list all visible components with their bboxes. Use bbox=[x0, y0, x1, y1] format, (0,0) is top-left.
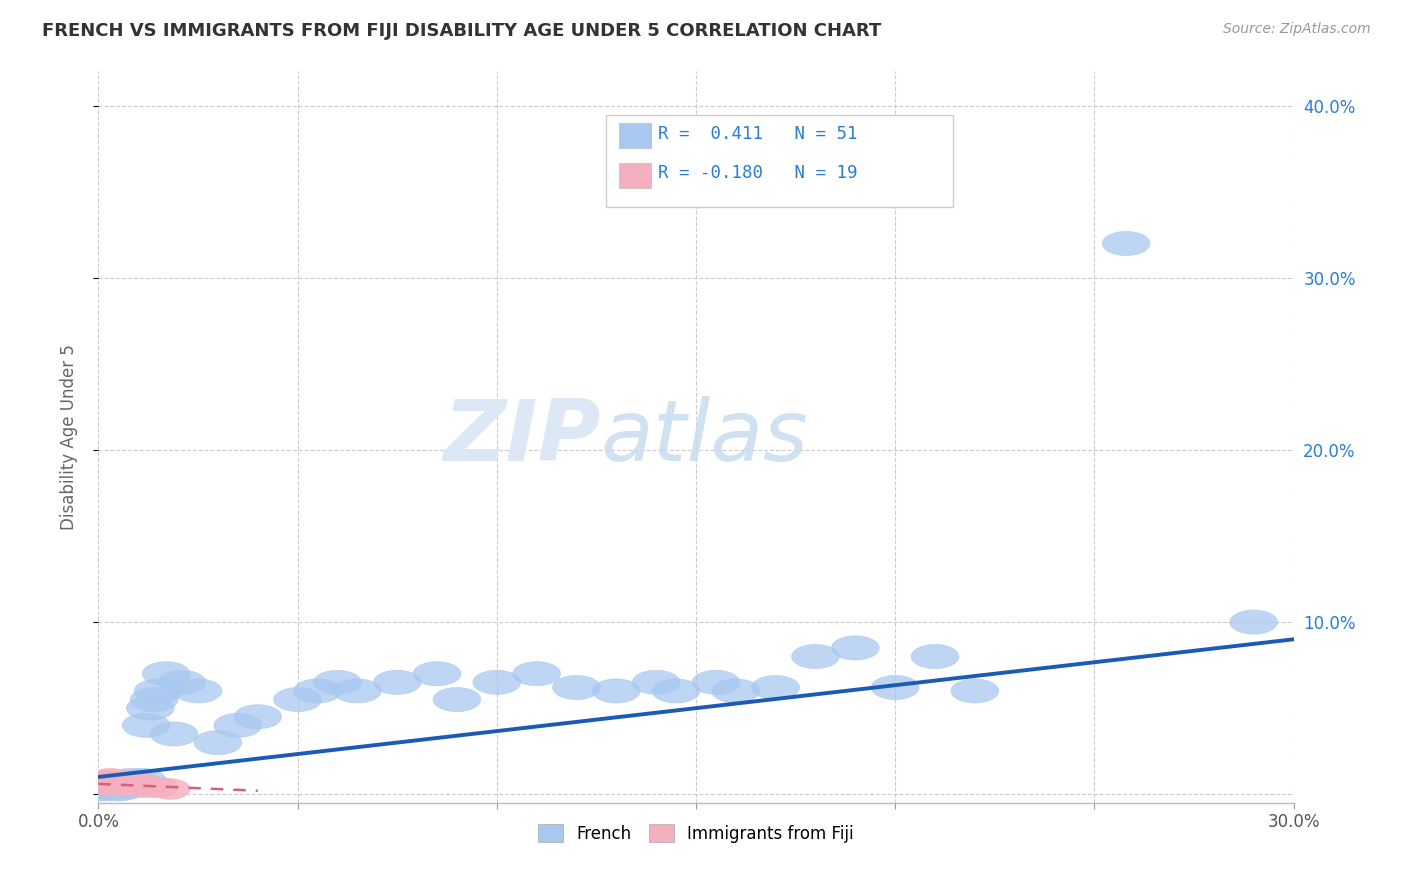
Ellipse shape bbox=[150, 722, 198, 746]
Ellipse shape bbox=[633, 670, 681, 694]
Ellipse shape bbox=[294, 679, 342, 703]
Text: Source: ZipAtlas.com: Source: ZipAtlas.com bbox=[1223, 22, 1371, 37]
Ellipse shape bbox=[792, 644, 839, 669]
Ellipse shape bbox=[94, 772, 142, 796]
Ellipse shape bbox=[127, 696, 174, 720]
Ellipse shape bbox=[87, 770, 127, 790]
Ellipse shape bbox=[114, 772, 162, 796]
Ellipse shape bbox=[413, 662, 461, 686]
Ellipse shape bbox=[98, 773, 146, 797]
FancyBboxPatch shape bbox=[620, 123, 651, 148]
Text: R = -0.180   N = 19: R = -0.180 N = 19 bbox=[658, 164, 858, 182]
Ellipse shape bbox=[135, 679, 183, 703]
Ellipse shape bbox=[150, 779, 190, 799]
Ellipse shape bbox=[87, 773, 127, 794]
Ellipse shape bbox=[118, 768, 166, 792]
Ellipse shape bbox=[711, 679, 759, 703]
Ellipse shape bbox=[333, 679, 381, 703]
Ellipse shape bbox=[79, 777, 127, 801]
Text: ZIP: ZIP bbox=[443, 395, 600, 479]
Ellipse shape bbox=[433, 688, 481, 712]
Ellipse shape bbox=[94, 777, 142, 801]
Ellipse shape bbox=[194, 731, 242, 755]
Ellipse shape bbox=[90, 768, 131, 789]
Ellipse shape bbox=[138, 777, 179, 797]
Ellipse shape bbox=[127, 777, 166, 797]
Text: R =  0.411   N = 51: R = 0.411 N = 51 bbox=[658, 125, 858, 143]
Ellipse shape bbox=[159, 670, 207, 694]
Ellipse shape bbox=[103, 770, 142, 790]
Ellipse shape bbox=[111, 773, 150, 794]
Ellipse shape bbox=[174, 679, 222, 703]
Ellipse shape bbox=[94, 773, 135, 794]
Ellipse shape bbox=[122, 714, 170, 738]
Ellipse shape bbox=[214, 714, 262, 738]
Ellipse shape bbox=[142, 662, 190, 686]
Ellipse shape bbox=[87, 775, 135, 799]
Ellipse shape bbox=[831, 636, 879, 660]
Ellipse shape bbox=[111, 770, 159, 794]
Ellipse shape bbox=[592, 679, 640, 703]
Legend: French, Immigrants from Fiji: French, Immigrants from Fiji bbox=[531, 818, 860, 849]
Ellipse shape bbox=[118, 775, 159, 796]
Ellipse shape bbox=[1102, 231, 1150, 255]
Ellipse shape bbox=[233, 705, 281, 729]
Ellipse shape bbox=[513, 662, 561, 686]
Ellipse shape bbox=[274, 688, 322, 712]
Ellipse shape bbox=[83, 775, 122, 796]
Ellipse shape bbox=[752, 675, 800, 699]
Ellipse shape bbox=[692, 670, 740, 694]
Ellipse shape bbox=[472, 670, 520, 694]
Ellipse shape bbox=[1230, 610, 1278, 634]
Ellipse shape bbox=[103, 775, 150, 799]
Ellipse shape bbox=[98, 770, 146, 794]
Ellipse shape bbox=[107, 772, 155, 796]
Ellipse shape bbox=[98, 772, 138, 792]
Ellipse shape bbox=[122, 773, 162, 794]
Ellipse shape bbox=[94, 770, 135, 790]
Text: atlas: atlas bbox=[600, 395, 808, 479]
Ellipse shape bbox=[872, 675, 920, 699]
Ellipse shape bbox=[83, 775, 131, 799]
Ellipse shape bbox=[90, 772, 131, 792]
Ellipse shape bbox=[374, 670, 422, 694]
Ellipse shape bbox=[950, 679, 998, 703]
Ellipse shape bbox=[553, 675, 600, 699]
Ellipse shape bbox=[83, 773, 131, 797]
Ellipse shape bbox=[103, 773, 142, 794]
Ellipse shape bbox=[107, 768, 155, 792]
Text: FRENCH VS IMMIGRANTS FROM FIJI DISABILITY AGE UNDER 5 CORRELATION CHART: FRENCH VS IMMIGRANTS FROM FIJI DISABILIT… bbox=[42, 22, 882, 40]
Ellipse shape bbox=[652, 679, 700, 703]
Ellipse shape bbox=[131, 688, 179, 712]
FancyBboxPatch shape bbox=[620, 162, 651, 187]
FancyBboxPatch shape bbox=[606, 115, 953, 207]
Y-axis label: Disability Age Under 5: Disability Age Under 5 bbox=[59, 344, 77, 530]
Ellipse shape bbox=[90, 775, 138, 799]
Ellipse shape bbox=[90, 770, 138, 794]
Ellipse shape bbox=[87, 772, 135, 796]
Ellipse shape bbox=[107, 775, 146, 796]
Ellipse shape bbox=[98, 775, 138, 796]
Ellipse shape bbox=[911, 644, 959, 669]
Ellipse shape bbox=[114, 772, 155, 792]
Ellipse shape bbox=[314, 670, 361, 694]
